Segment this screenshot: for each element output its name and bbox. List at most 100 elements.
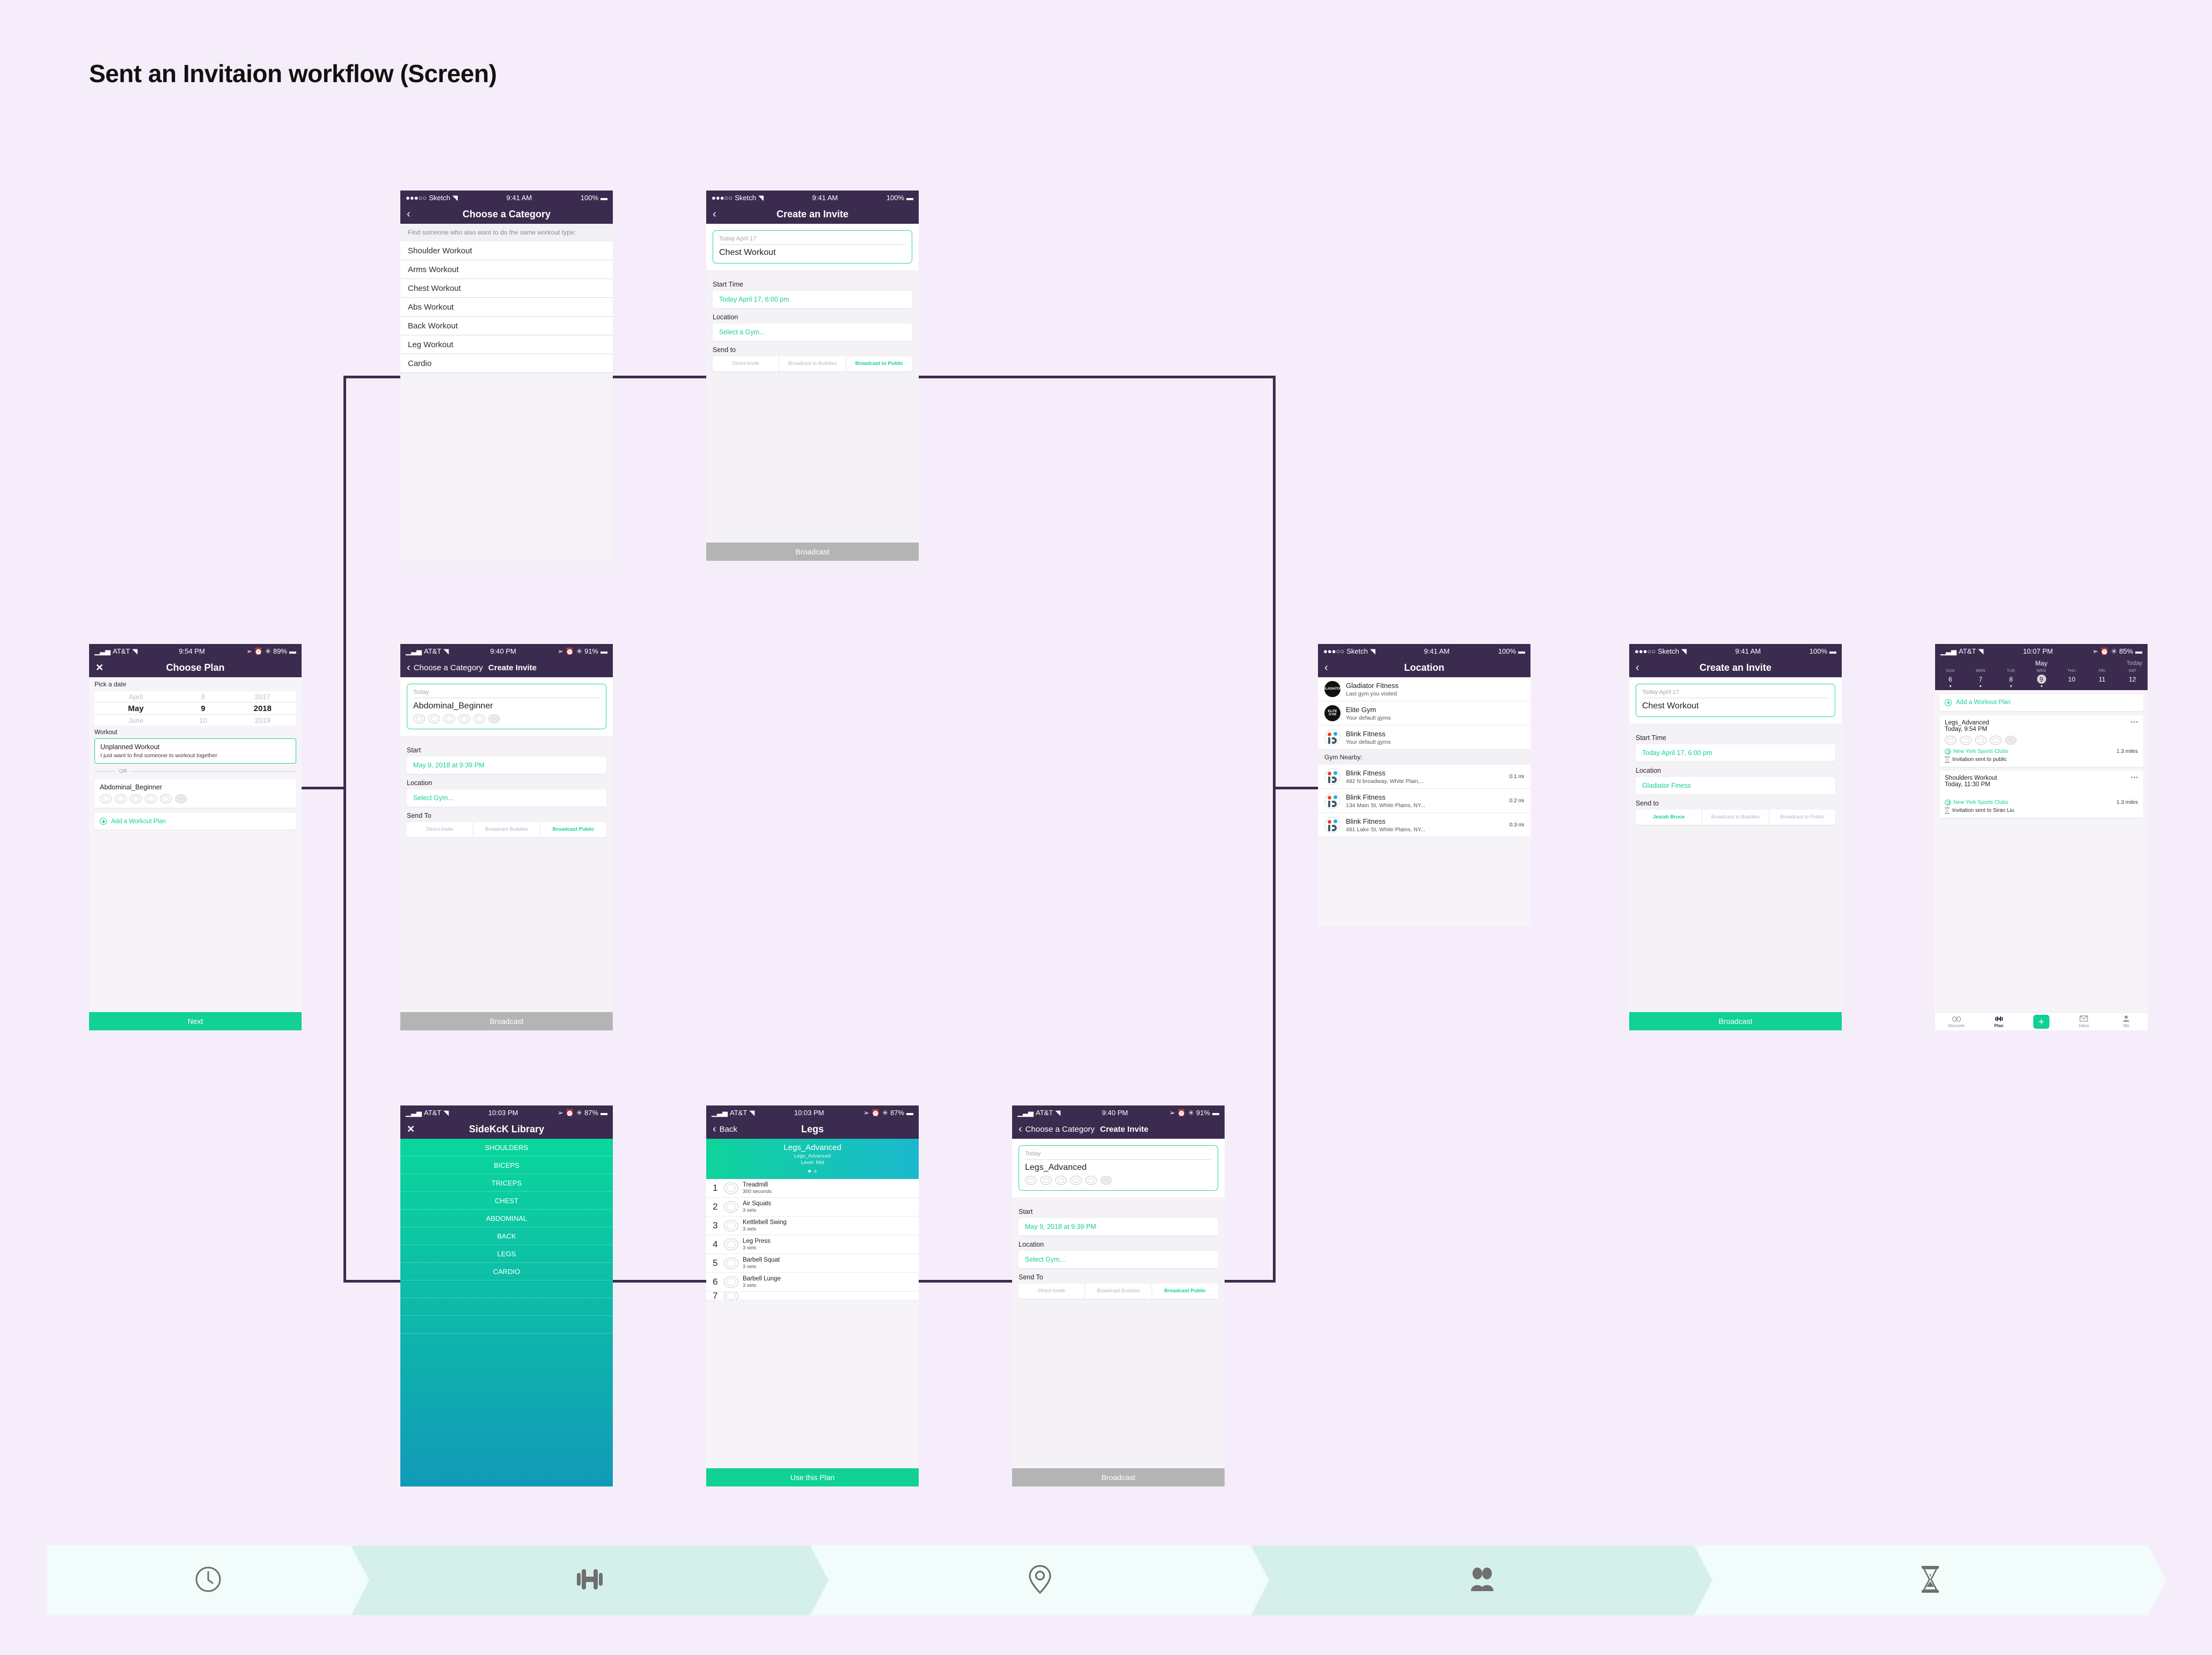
broadcast-button[interactable]: Broadcast (1012, 1468, 1225, 1486)
gym-row-gladiator[interactable]: GLADIATOR Gladiator Fitness Last gym you… (1318, 677, 1530, 701)
next-button[interactable]: Next (89, 1012, 302, 1030)
screen-legs-plan[interactable]: ▁▃▅ AT&T ◥ 10:03 PM ➢ ⏰ ✳ 87% ▬ ‹ Back Legs Le… (706, 1105, 919, 1486)
segment-broadcast-buddies[interactable]: Broadcast Buddies (1085, 1284, 1151, 1299)
category-item-abs[interactable]: Abs Workout (400, 298, 613, 317)
abdominal-beginner-card[interactable]: Abdominal_Beginner (94, 779, 296, 808)
calendar-day-wed-selected[interactable]: WED 9 (2026, 669, 2057, 687)
library-item-legs[interactable]: LEGS (400, 1245, 613, 1263)
screen-choose-plan[interactable]: ▁▃▅ AT&T ◥ 9:54 PM ➢ ⏰ ✳ 89% ▬ ✕ Choose Plan P… (89, 644, 302, 1030)
gym-row-nearby-2[interactable]: Blink Fitness 134 Main St, White Plains,… (1318, 789, 1530, 813)
exercise-row-1[interactable]: 1 Treadmill 300 seconds (706, 1179, 919, 1198)
segment-broadcast-public[interactable]: Broadcast Public (539, 822, 606, 837)
screen-create-invite-final[interactable]: ●●●○○ Sketch ◥ 9:41 AM 100% ▬ ‹ Create an I… (1629, 644, 1842, 1030)
gym-row-blink-default[interactable]: Blink Fitness Your default gyms (1318, 726, 1530, 750)
segment-broadcast-public[interactable]: Broadcast Public (1151, 1284, 1218, 1299)
tab-discover[interactable]: Discover (1935, 1015, 1977, 1028)
exercise-row-3[interactable]: 3 Kettlebell Swing 3 sets (706, 1217, 919, 1235)
more-options-icon[interactable]: ••• (2130, 719, 2138, 726)
library-item-chest[interactable]: CHEST (400, 1192, 613, 1210)
tab-inbox[interactable]: Inbox (2063, 1015, 2105, 1028)
workout-card[interactable]: Today Abdominal_Beginner (407, 684, 606, 729)
screen-create-invite-chest[interactable]: ●●●○○ Sketch ◥ 9:41 AM 100% ▬ ‹ Create an I… (706, 191, 919, 561)
category-item-cardio[interactable]: Cardio (400, 354, 613, 374)
start-time-field[interactable]: Today April 17, 6:00 pm (713, 291, 912, 308)
segment-broadcast-public[interactable]: Broadcast to Public (845, 356, 912, 371)
category-item-back[interactable]: Back Workout (400, 317, 613, 336)
date-picker-row-next[interactable]: June 10 2019 (94, 715, 296, 726)
category-item-chest[interactable]: Chest Workout (400, 279, 613, 298)
start-field[interactable]: May 9, 2018 at 9:39 PM (407, 757, 606, 774)
gym-row-elite[interactable]: ELITE GYM Elite Gym Your default gyms (1318, 701, 1530, 726)
close-button[interactable]: ✕ (407, 1124, 415, 1134)
segment-direct-invite[interactable]: Direct Invite (1038, 1288, 1065, 1294)
send-to-segmented-control[interactable]: Direct Invite Broadcast Buddies Broadcas… (1019, 1284, 1218, 1299)
tab-add[interactable]: + (2020, 1014, 2062, 1029)
calendar-day-tue[interactable]: TUE 8 (1996, 669, 2026, 687)
location-field[interactable]: Select a Gym... (713, 324, 912, 341)
calendar-day-sat[interactable]: SAT 12 (2117, 669, 2148, 687)
add-workout-plan-button[interactable]: Add a Workout Plan (1939, 694, 2143, 711)
exercise-row-6[interactable]: 6 Barbell Lunge 3 sets (706, 1273, 919, 1292)
location-field[interactable]: Select Gym... (407, 789, 606, 807)
broadcast-button[interactable]: Broadcast (1629, 1012, 1842, 1030)
library-item-biceps[interactable]: BICEPS (400, 1156, 613, 1174)
library-item-abdominal[interactable]: ABDOMINAL (400, 1210, 613, 1227)
tab-me[interactable]: Me (2105, 1015, 2148, 1028)
library-item-cardio[interactable]: CARDIO (400, 1263, 613, 1280)
location-field[interactable]: Gladiator Finess (1636, 777, 1835, 794)
back-button[interactable]: ‹ (1636, 662, 1639, 673)
use-this-plan-button[interactable]: Use this Plan (706, 1468, 919, 1486)
segment-direct-invite[interactable]: Jesiah Bruce (1653, 814, 1685, 820)
category-item-arms[interactable]: Arms Workout (400, 260, 613, 280)
calendar-day-sun[interactable]: SUN 6 (1935, 669, 1966, 687)
exercise-row-2[interactable]: 2 Air Squats 3 sets (706, 1198, 919, 1217)
event-card-legs[interactable]: ••• Legs_Advanced Today, 9:54 PM New Yor… (1939, 715, 2143, 767)
library-item-back[interactable]: BACK (400, 1227, 613, 1245)
gym-row-nearby-3[interactable]: Blink Fitness 481 Lake St, White Plains,… (1318, 813, 1530, 837)
screen-create-invite-legs[interactable]: ▁▃▅ AT&T ◥ 9:40 PM ➢ ⏰ ✳ 91% ▬ ‹ Choose a Cate… (1012, 1105, 1225, 1486)
close-button[interactable]: ✕ (96, 663, 104, 672)
send-to-segmented-control[interactable]: Jesiah Bruce Broadcast to Buddies Broadc… (1636, 810, 1835, 825)
date-picker[interactable]: April 8 2017 May 9 2018 June 10 2019 (94, 691, 296, 726)
today-button[interactable]: Today (2126, 660, 2142, 667)
pager-dots[interactable] (706, 1170, 919, 1173)
tab-plan[interactable]: Plan (1977, 1015, 2020, 1028)
calendar-day-fri[interactable]: FRI 11 (2087, 669, 2118, 687)
send-to-segmented-control[interactable]: Direct Invite Broadcast Buddies Broadcas… (407, 822, 606, 837)
send-to-segmented-control[interactable]: Direct Invite Broadcast to Buddies Broad… (713, 356, 912, 371)
back-button[interactable]: ‹ (1324, 662, 1328, 673)
segment-broadcast-public[interactable]: Broadcast to Public (1768, 810, 1835, 825)
workout-card[interactable]: Today Legs_Advanced (1019, 1145, 1218, 1191)
more-options-icon[interactable]: ••• (2130, 774, 2138, 781)
calendar-header[interactable]: May Today SUN 6 MON 7 TUE 8 WED 9 (1935, 658, 2148, 690)
back-button[interactable]: ‹ (713, 209, 716, 219)
plus-icon[interactable]: + (2033, 1014, 2049, 1029)
bottom-tab-bar[interactable]: Discover Plan + Inbox Me (1935, 1012, 2148, 1030)
unplanned-workout-card[interactable]: Unplanned Workout I just want to find so… (94, 738, 296, 764)
screen-choose-a-category[interactable]: ●●●○○ Sketch ◥ 9:41 AM 100% ▬ ‹ Choose a Ca… (400, 191, 613, 561)
event-card-shoulders[interactable]: ••• Shoulders Workout Today, 11:30 PM Ne… (1939, 770, 2143, 818)
back-button[interactable]: ‹ Choose a Category Create Invite (407, 662, 537, 673)
exercise-row-5[interactable]: 5 Barbell Squat 3 sets (706, 1254, 919, 1273)
screen-sidekck-library[interactable]: ▁▃▅ AT&T ◥ 10:03 PM ➢ ⏰ ✳ 87% ▬ ✕ SideKcK Libr… (400, 1105, 613, 1486)
screen-location[interactable]: ●●●○○Sketch◥ 9:41 AM 100%▬ ‹ Location GL… (1318, 644, 1530, 926)
start-time-field[interactable]: Today April 17, 6:00 pm (1636, 744, 1835, 761)
start-field[interactable]: May 9, 2018 at 9:39 PM (1019, 1218, 1218, 1235)
screen-plan-calendar[interactable]: ▁▃▅ AT&T ◥ 10:07 PM ➢ ⏰ ✳ 85% ▬ May Today SUN … (1935, 644, 2148, 1030)
calendar-day-mon[interactable]: MON 7 (1966, 669, 1996, 687)
exercise-row-partial[interactable]: 7 (706, 1292, 919, 1300)
date-picker-row-selected[interactable]: May 9 2018 (94, 702, 296, 715)
library-item-shoulders[interactable]: SHOULDERS (400, 1139, 613, 1156)
broadcast-button[interactable]: Broadcast (706, 543, 919, 561)
back-button[interactable]: ‹ Back (713, 1124, 737, 1134)
back-button[interactable]: ‹ (407, 209, 411, 219)
add-workout-plan-button[interactable]: Add a Workout Plan (94, 813, 296, 830)
workout-card[interactable]: Today April 17 Chest Workout (1636, 684, 1835, 717)
segment-broadcast-buddies[interactable]: Broadcast to Buddies (1702, 810, 1768, 825)
segment-broadcast-buddies[interactable]: Broadcast to Buddies (779, 356, 845, 371)
gym-row-nearby-1[interactable]: Blink Fitness 492 N broadway, White Plai… (1318, 765, 1530, 789)
calendar-day-thu[interactable]: THU 10 (2056, 669, 2087, 687)
back-button[interactable]: ‹ Choose a Category Create Invite (1019, 1124, 1148, 1134)
category-item-leg[interactable]: Leg Workout (400, 335, 613, 355)
segment-direct-invite[interactable]: Direct Invite (426, 826, 453, 832)
